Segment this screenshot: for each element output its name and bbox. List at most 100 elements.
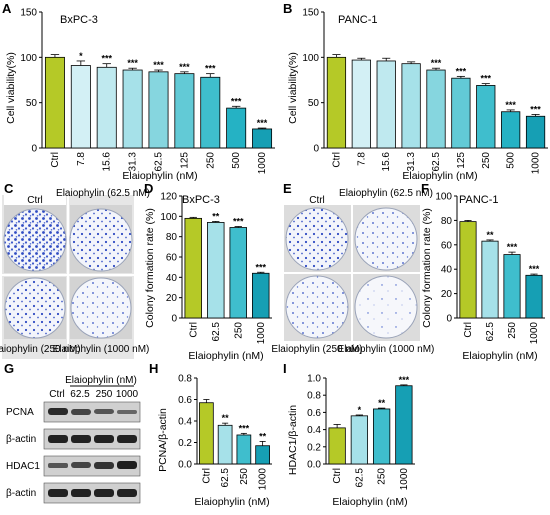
dish-ctrl bbox=[3, 208, 67, 272]
chart-d: 0 20 40 60 80 100 120 Ctrl ** 62.5 *** 250 *** 1000 bbox=[160, 192, 272, 344]
chart-b-xtick-label: 125 bbox=[456, 152, 467, 169]
chart-a-significance: *** bbox=[205, 64, 216, 74]
panel-c-dishes: Ctrl Elaiophylin (62.5 nM) Elaiophylin (… bbox=[0, 188, 150, 359]
chart-f-xtick-label: Ctrl bbox=[463, 322, 474, 338]
chart-h-bar bbox=[236, 434, 252, 465]
chart-d-bar bbox=[229, 227, 247, 319]
chart-b-xtick-label: 7.8 bbox=[356, 152, 367, 166]
chart-i-xtick-label: 1000 bbox=[399, 468, 410, 491]
band-actin1-1 bbox=[48, 435, 68, 443]
chart-f-significance: *** bbox=[529, 264, 540, 274]
chart-a-ytick-label: 0 bbox=[31, 144, 37, 155]
chart-d-xtick-label: Ctrl bbox=[188, 322, 199, 338]
chart-a-significance: *** bbox=[153, 60, 164, 70]
panel-i-xlabel: Elaiophylin (nM) bbox=[332, 496, 407, 508]
chart-a-bar bbox=[148, 71, 169, 149]
chart-f-ytick-label: 100 bbox=[435, 192, 452, 203]
panel-a-ylabel: Cell viability(%) bbox=[5, 52, 17, 124]
chart-b-ytick-label: 150 bbox=[302, 8, 319, 19]
chart-a-significance: *** bbox=[179, 62, 190, 72]
chart-i-ytick-label: 0.6 bbox=[307, 408, 321, 419]
chart-h-ytick-label: 0.2 bbox=[178, 438, 192, 449]
chart-a-xtick-label: 62.5 bbox=[154, 152, 165, 172]
chart-a-ytick-label: 100 bbox=[20, 53, 37, 64]
chart-f-xtick-label: 62.5 bbox=[485, 322, 496, 342]
panel-letter-i: I bbox=[283, 361, 287, 376]
chart-f-ytick-label: 40 bbox=[441, 265, 453, 276]
chart-h-xtick-label: Ctrl bbox=[201, 468, 212, 484]
chart-i-xtick-label: 250 bbox=[377, 468, 388, 485]
panel-i-ylabel: HDAC1/β-actin bbox=[287, 405, 299, 475]
chart-i-bar bbox=[350, 415, 369, 465]
dish-label-62-5: Elaiophylin (62.5 nM) bbox=[56, 188, 150, 199]
chart-a-significance: *** bbox=[231, 96, 242, 106]
chart-b-bar bbox=[401, 63, 421, 149]
dish-e-label-62-5: Elaiophylin (62.5 nM) bbox=[339, 188, 433, 199]
band-hdac1-2 bbox=[71, 462, 91, 468]
blot-membrane-pcna bbox=[43, 401, 141, 423]
panel-a-title: BxPC-3 bbox=[60, 14, 98, 26]
chart-a-ytick-label: 150 bbox=[20, 8, 37, 19]
chart-a-significance: *** bbox=[101, 54, 112, 64]
dish-250 bbox=[4, 277, 66, 339]
chart-h-xtick-label: 62.5 bbox=[220, 468, 231, 488]
chart-a-bar bbox=[200, 76, 221, 149]
chart-a-xtick-label: 250 bbox=[205, 152, 216, 169]
chart-i-ytick-label: 1.0 bbox=[307, 374, 321, 385]
blot-header: Elaiophylin (nM) bbox=[65, 375, 137, 386]
blot-lane-62-5: 62.5 bbox=[70, 389, 90, 400]
dish-label-1000: Elaiophylin (1000 nM) bbox=[53, 344, 150, 355]
chart-b: 0 50 100 150 Ctrl 7.8 15.6 31.3 *** 62.5 *** 125 ***… bbox=[302, 8, 548, 174]
panel-f-ylabel: Colony formation rate (%) bbox=[421, 208, 433, 328]
chart-f-ytick-label: 60 bbox=[441, 240, 453, 251]
chart-b-xtick-label: 250 bbox=[481, 152, 492, 169]
panel-letter-a: A bbox=[2, 1, 12, 16]
chart-i-xtick-label: 62.5 bbox=[354, 468, 365, 488]
chart-b-bar bbox=[451, 77, 471, 149]
panel-b-ylabel: Cell viability(%) bbox=[287, 52, 299, 124]
chart-i-significance: *** bbox=[399, 375, 410, 385]
chart-b-xtick-label: 15.6 bbox=[381, 152, 392, 172]
panel-a-xlabel: Elaiophylin (nM) bbox=[122, 170, 197, 182]
chart-d-ytick-label: 120 bbox=[160, 192, 177, 203]
chart-f-bar bbox=[503, 254, 521, 319]
chart-a-xtick-label: 125 bbox=[179, 152, 190, 169]
chart-f-ytick-label: 0 bbox=[446, 314, 452, 325]
chart-d-significance: *** bbox=[233, 217, 244, 227]
chart-d-bar bbox=[252, 272, 270, 319]
dish-e-label-1000: Elaiophylin (1000 nM) bbox=[338, 344, 435, 355]
band-actin2-3 bbox=[94, 489, 114, 497]
panel-h-xlabel: Elaiophylin (nM) bbox=[194, 496, 269, 508]
band-hdac1-3 bbox=[94, 462, 114, 469]
chart-a-xtick-label: Ctrl bbox=[50, 152, 61, 168]
chart-f-significance: ** bbox=[486, 230, 494, 240]
panel-b-xlabel: Elaiophylin (nM) bbox=[402, 170, 477, 182]
chart-a-bar bbox=[174, 73, 195, 149]
blot-row-actin-1: β-actin bbox=[6, 434, 36, 445]
chart-d-significance: ** bbox=[212, 211, 220, 221]
chart-b-bar bbox=[426, 69, 446, 149]
blot-row-pcna: PCNA bbox=[6, 407, 34, 418]
chart-b-significance: *** bbox=[456, 66, 467, 76]
chart-a-xtick-label: 1000 bbox=[257, 152, 268, 175]
blot-lane-1000: 1000 bbox=[116, 389, 139, 400]
chart-d-ytick-label: 100 bbox=[160, 212, 177, 223]
panel-f-title: PANC-1 bbox=[459, 194, 499, 206]
dish-e-label-250: Elaiophylin (250 nM) bbox=[271, 344, 362, 355]
band-actin1-4 bbox=[117, 435, 137, 443]
chart-d-ytick-label: 40 bbox=[166, 273, 178, 284]
chart-a-xtick-label: 15.6 bbox=[102, 152, 113, 172]
panel-letter-g: G bbox=[4, 361, 14, 376]
panel-letter-f: F bbox=[421, 181, 429, 196]
chart-h-ytick-label: 0.6 bbox=[178, 395, 192, 406]
chart-i-ytick-label: 0.8 bbox=[307, 391, 321, 402]
chart-a-bar bbox=[226, 107, 247, 149]
chart-f-bar bbox=[481, 240, 499, 319]
chart-d-bar bbox=[207, 222, 225, 319]
chart-f-bar bbox=[459, 221, 477, 319]
chart-b-bar bbox=[501, 111, 521, 149]
panel-letter-c: C bbox=[4, 181, 14, 196]
dish-e-250 bbox=[285, 275, 349, 339]
chart-b-xtick-label: 62.5 bbox=[431, 152, 442, 172]
